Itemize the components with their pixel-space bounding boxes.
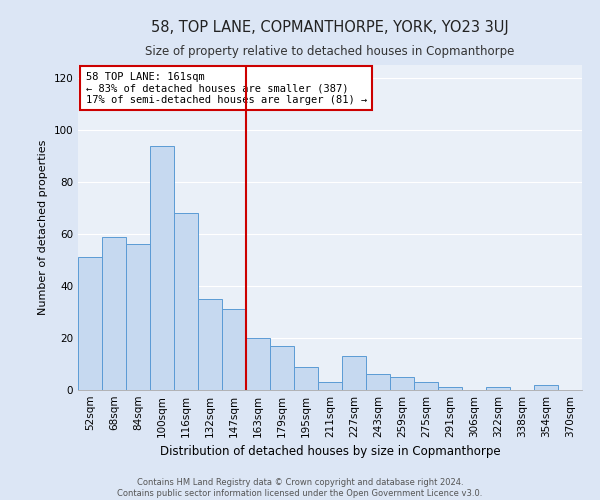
Bar [222,310,246,390]
Bar [294,366,318,390]
Bar [198,299,222,390]
Bar [78,258,102,390]
Bar [318,382,342,390]
Bar [534,385,558,390]
Text: Contains HM Land Registry data © Crown copyright and database right 2024.
Contai: Contains HM Land Registry data © Crown c… [118,478,482,498]
Text: 58 TOP LANE: 161sqm
← 83% of detached houses are smaller (387)
17% of semi-detac: 58 TOP LANE: 161sqm ← 83% of detached ho… [86,72,367,104]
Bar [126,244,150,390]
Bar [390,377,414,390]
Bar [342,356,366,390]
Bar [174,213,198,390]
Y-axis label: Number of detached properties: Number of detached properties [38,140,48,315]
Bar [150,146,174,390]
Bar [270,346,294,390]
Bar [246,338,270,390]
X-axis label: Distribution of detached houses by size in Copmanthorpe: Distribution of detached houses by size … [160,446,500,458]
Bar [414,382,438,390]
Bar [366,374,390,390]
Bar [102,236,126,390]
Text: 58, TOP LANE, COPMANTHORPE, YORK, YO23 3UJ: 58, TOP LANE, COPMANTHORPE, YORK, YO23 3… [151,20,509,35]
Bar [438,388,462,390]
Bar [486,388,510,390]
Text: Size of property relative to detached houses in Copmanthorpe: Size of property relative to detached ho… [145,45,515,58]
